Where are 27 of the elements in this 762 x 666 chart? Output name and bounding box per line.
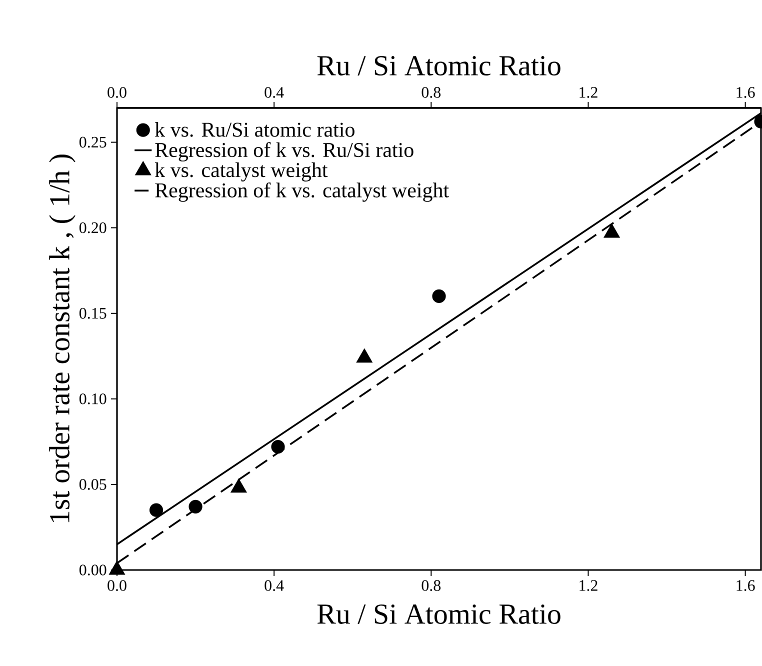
x-tick-label: 1.2 xyxy=(580,580,598,591)
point xyxy=(149,503,164,517)
x-axis-title: Ru / Si Atomic Ratio xyxy=(317,604,560,624)
x2-tick-label: 0.8 xyxy=(422,86,441,98)
y-tick-label: 0.10 xyxy=(79,393,106,404)
x2-tick-label: 1.2 xyxy=(580,87,598,98)
legend-label: Regression of k vs. Ru/Si ratio xyxy=(155,142,414,162)
y-tick-label: 0.15 xyxy=(79,308,106,319)
x2-tick-label: 1.6 xyxy=(736,87,755,98)
x2-tick-label: 0.4 xyxy=(264,86,284,98)
y-tick-label: 0.00 xyxy=(79,564,106,576)
point xyxy=(188,500,202,514)
y-tick-label: 0.20 xyxy=(79,222,106,234)
y-axis-title: 1st order rate constant k , ( 1/h ) xyxy=(49,154,76,522)
point xyxy=(432,289,446,304)
point xyxy=(271,440,285,454)
legend-label: k vs. catalyst weight xyxy=(154,162,328,182)
y-tick-label: 0.25 xyxy=(79,136,106,148)
x-tick-label: 0.0 xyxy=(108,580,126,591)
x-tick-label: 0.4 xyxy=(264,580,284,591)
legend-label: Regression of k vs. catalyst weight xyxy=(155,182,449,202)
legend-label: k vs. Ru/Si atomic ratio xyxy=(154,122,354,137)
y-tick-label: 0.05 xyxy=(79,479,106,490)
x2-tick-label: 0.0 xyxy=(108,86,126,98)
x-tick-label: 1.6 xyxy=(736,580,755,591)
x2-axis-title: Ru / Si Atomic Ratio xyxy=(317,56,560,76)
x-tick-label: 0.8 xyxy=(422,580,441,591)
